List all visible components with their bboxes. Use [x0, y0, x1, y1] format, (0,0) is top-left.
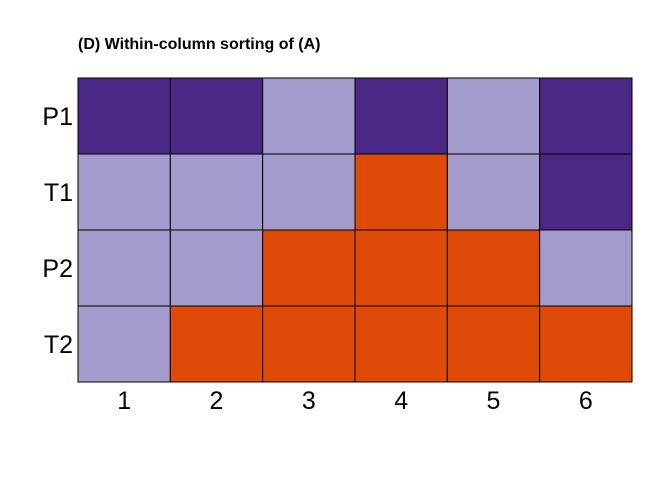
x-tick-label: 1: [117, 387, 131, 415]
heatmap-cell-T1-1: [77, 153, 171, 231]
heatmap-cell-T1-6: [539, 153, 633, 231]
x-tick-label: 5: [487, 387, 501, 415]
y-tick-label: P2: [42, 255, 73, 283]
heatmap-cell-T1-5: [446, 153, 541, 231]
heatmap-cell-P1-6: [539, 77, 633, 155]
heatmap-cell-T1-4: [354, 153, 448, 231]
x-tick-label: 6: [579, 387, 593, 415]
heatmap-cell-P1-1: [77, 77, 171, 155]
y-tick-label: T2: [44, 331, 73, 359]
x-tick-label: 4: [394, 387, 408, 415]
heatmap-cell-P2-6: [539, 229, 633, 307]
x-tick-label: 2: [210, 387, 224, 415]
x-tick-label: 3: [302, 387, 316, 415]
x-axis-labels: 1 2 3 4 5 6: [117, 387, 593, 415]
heatmap-cell-P1-5: [446, 77, 541, 155]
heatmap-cell-T2-4: [354, 305, 448, 383]
heatmap-cell-P1-4: [354, 77, 448, 155]
heatmap-cell-T2-5: [446, 305, 541, 383]
heatmap-cell-T1-2: [169, 153, 264, 231]
heatmap-cell-T2-6: [539, 305, 633, 383]
y-tick-label: P1: [42, 103, 73, 131]
heatmap-cells: [77, 77, 633, 383]
heatmap-cell-P2-1: [77, 229, 171, 307]
heatmap-cell-T2-3: [262, 305, 356, 383]
heatmap-cell-T1-3: [262, 153, 356, 231]
heatmap-cell-T2-2: [169, 305, 264, 383]
chart-title: (D) Within-column sorting of (A): [78, 36, 320, 53]
y-axis-labels: P1 T1 P2 T2: [42, 103, 73, 359]
y-tick-label: T1: [44, 179, 73, 207]
heatmap-cell-P2-3: [262, 229, 356, 307]
heatmap-cell-T2-1: [77, 305, 171, 383]
heatmap-cell-P2-2: [169, 229, 264, 307]
heatmap-cell-P2-4: [354, 229, 448, 307]
heatmap-cell-P1-2: [169, 77, 264, 155]
heatmap-cell-P2-5: [446, 229, 541, 307]
heatmap-cell-P1-3: [262, 77, 356, 155]
